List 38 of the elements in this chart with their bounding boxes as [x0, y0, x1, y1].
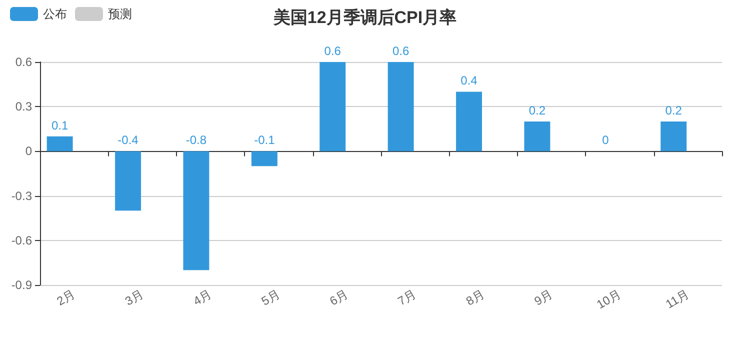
y-tick-label: -0.6 [11, 233, 32, 248]
data-label: -0.1 [254, 133, 276, 148]
x-tick-label: 7月 [395, 286, 419, 308]
legend-label: 预测 [108, 7, 132, 21]
bar [183, 151, 210, 270]
bar [388, 62, 414, 152]
bar [115, 151, 141, 211]
y-tick-label: 0.3 [15, 100, 32, 114]
data-label: 0.2 [528, 103, 546, 118]
data-label: 0 [602, 133, 610, 148]
x-tick-label: 8月 [464, 286, 487, 308]
bar [524, 121, 550, 152]
bar [320, 62, 346, 152]
x-tick-label: 6月 [327, 286, 350, 308]
x-tick-label: 5月 [259, 286, 282, 308]
data-label: 0.2 [665, 103, 682, 118]
x-tick-label: 2月 [54, 286, 78, 308]
x-tick-label: 3月 [122, 286, 146, 308]
data-label: 0.1 [51, 118, 68, 132]
x-tick-label: 4月 [190, 286, 214, 308]
data-label: 0.4 [460, 74, 478, 88]
data-label: 0.6 [324, 44, 342, 58]
y-tick-label: 0 [25, 144, 32, 158]
legend-label: 公布 [43, 7, 67, 21]
y-tick-label: -0.3 [11, 188, 32, 203]
bar [46, 136, 73, 152]
x-tick-label: 11月 [663, 286, 692, 312]
x-tick-label: 9月 [532, 286, 555, 308]
chart-title: 美国12月季调后CPI月率 [272, 8, 457, 27]
x-tick-label: 10月 [594, 286, 624, 312]
y-tick-label: -0.9 [11, 278, 32, 292]
data-label: -0.8 [186, 133, 207, 148]
data-label: -0.4 [118, 133, 139, 148]
bar [251, 151, 278, 166]
data-label: 0.6 [392, 44, 410, 58]
bar [660, 121, 687, 152]
bar [456, 92, 482, 152]
y-tick-label: 0.6 [15, 55, 32, 69]
